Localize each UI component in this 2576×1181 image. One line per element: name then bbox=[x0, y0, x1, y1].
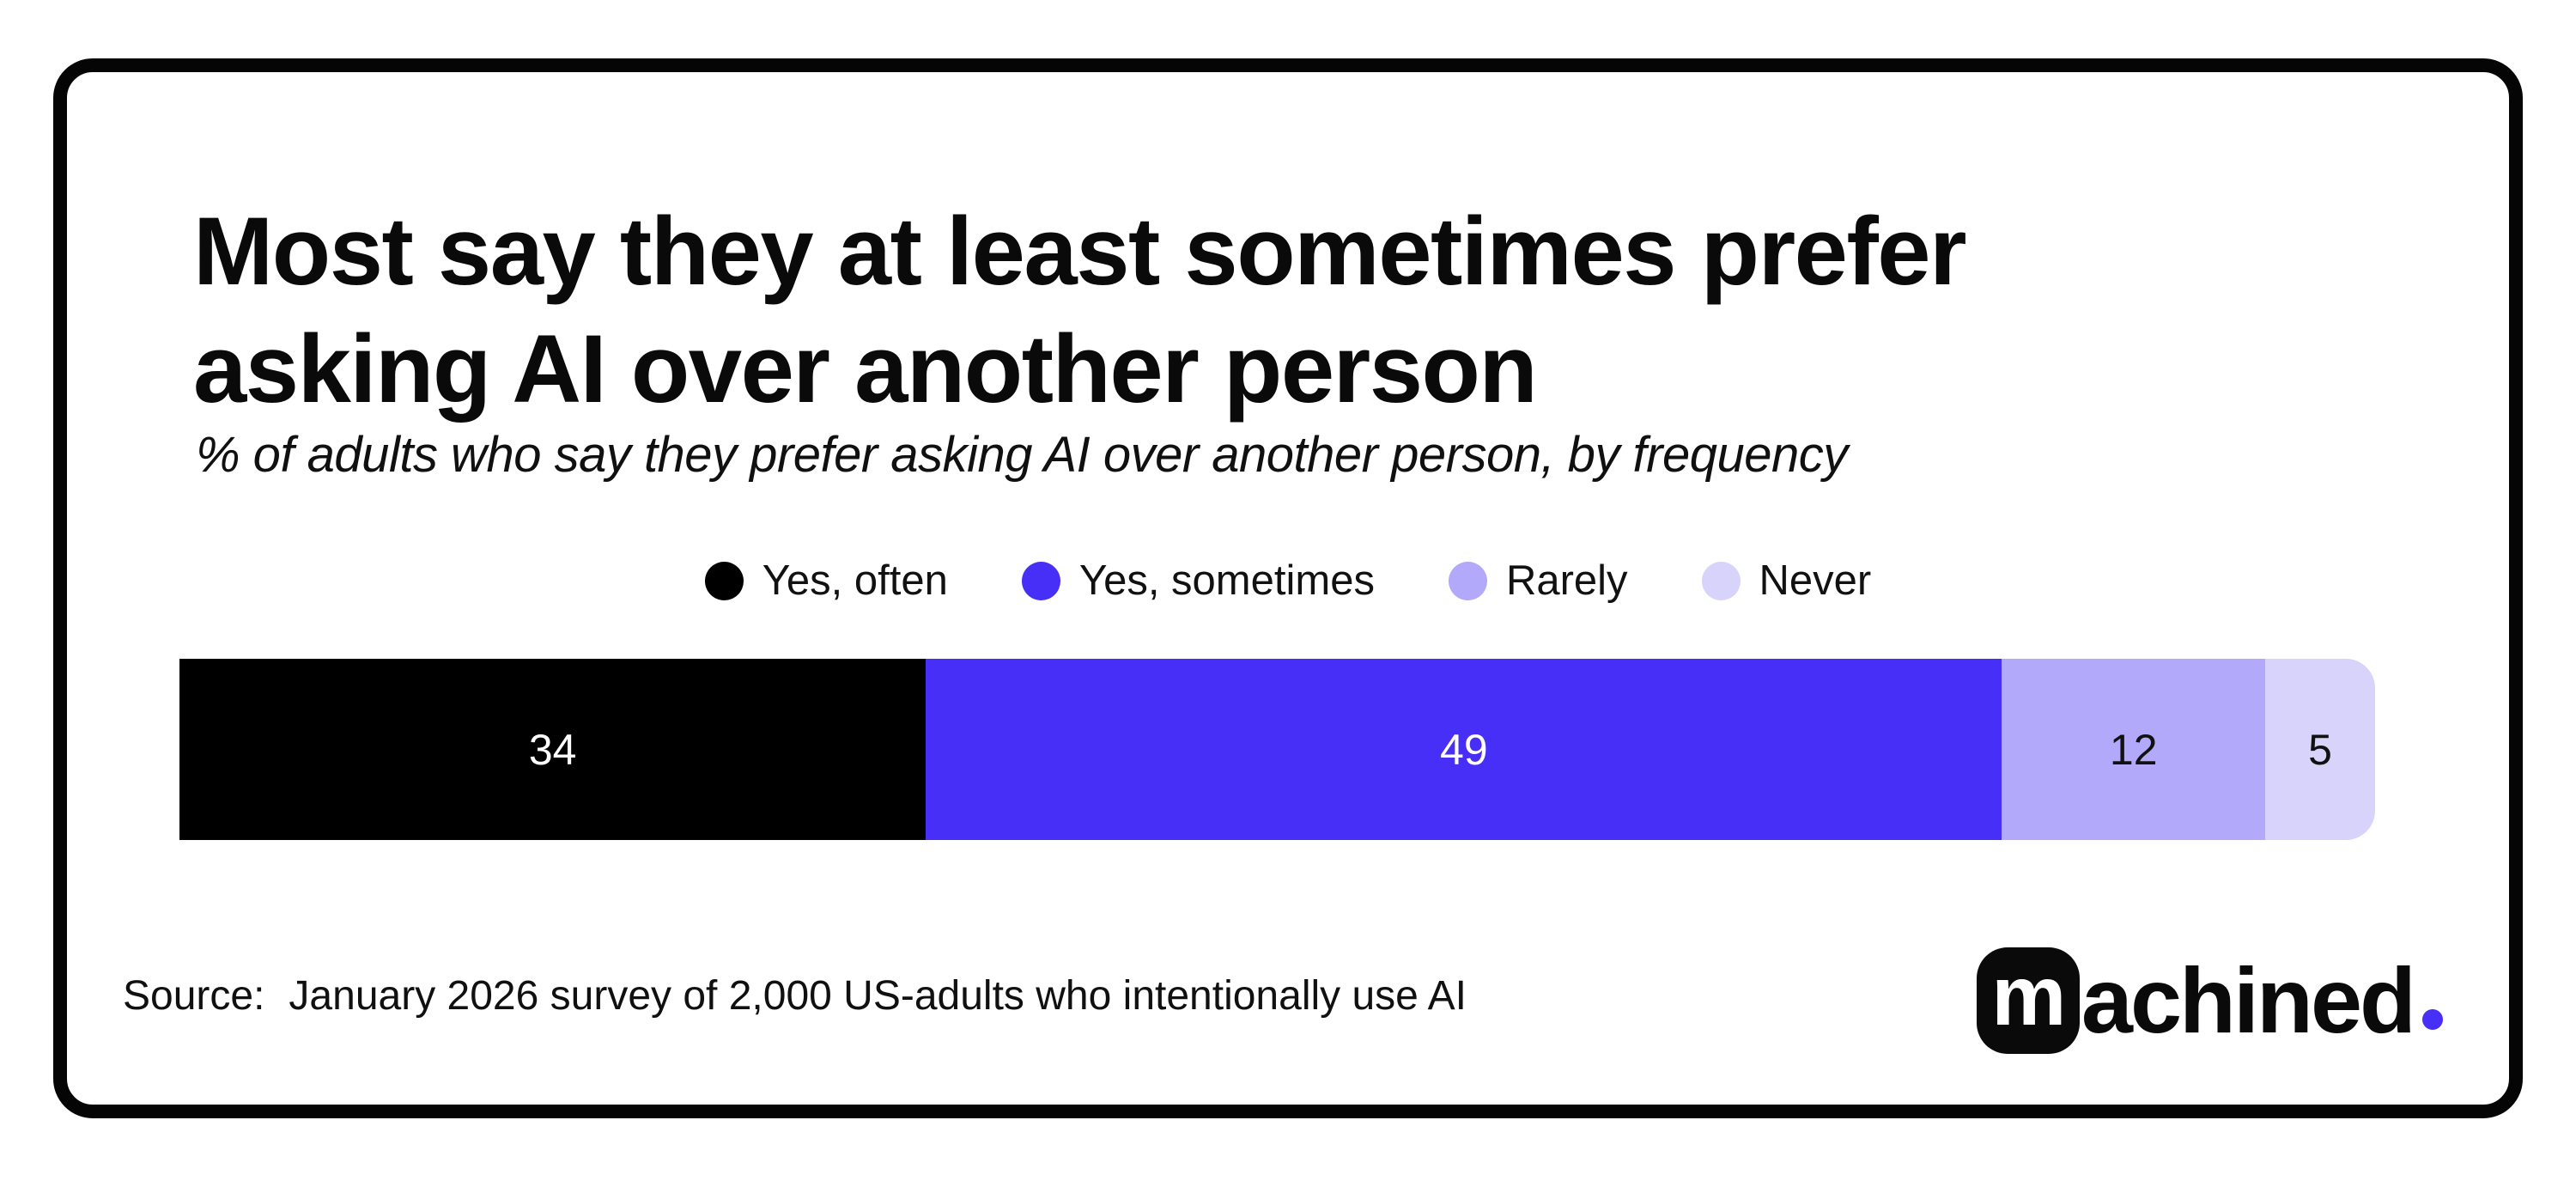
legend-swatch-icon bbox=[1021, 561, 1060, 600]
logo-wordmark: achined bbox=[2081, 948, 2416, 1052]
legend-item: Rarely bbox=[1448, 557, 1628, 605]
legend: Yes, often Yes, sometimes Rarely Never bbox=[0, 557, 2576, 605]
bar-value-label: 12 bbox=[2109, 725, 2158, 774]
card-border-frame bbox=[53, 58, 2523, 1118]
source-note: Source: January 2026 survey of 2,000 US-a… bbox=[123, 972, 1467, 1020]
bar-value-label: 5 bbox=[2308, 725, 2332, 774]
bar-value-label: 49 bbox=[1440, 725, 1488, 774]
bar-segment: 49 bbox=[926, 659, 2002, 840]
source-label: Source: bbox=[123, 973, 265, 1019]
legend-label: Yes, often bbox=[762, 557, 948, 604]
legend-label: Never bbox=[1759, 557, 1872, 604]
legend-item: Never bbox=[1701, 557, 1872, 605]
stacked-bar: 34 49 12 5 bbox=[179, 659, 2375, 840]
chart-subtitle: % of adults who say they prefer asking A… bbox=[196, 427, 1848, 483]
legend-label: Yes, sometimes bbox=[1078, 557, 1375, 604]
chart-title: Most say they at least sometimes prefer … bbox=[193, 198, 1967, 423]
source-text: January 2026 survey of 2,000 US-adults w… bbox=[289, 973, 1467, 1019]
legend-swatch-icon bbox=[1701, 561, 1741, 600]
bar-value-label: 34 bbox=[528, 725, 577, 774]
legend-label: Rarely bbox=[1505, 557, 1628, 604]
legend-item: Yes, sometimes bbox=[1021, 557, 1375, 605]
bar-segment: 12 bbox=[2002, 659, 2266, 840]
legend-swatch-icon bbox=[704, 561, 744, 600]
bar-segment: 5 bbox=[2265, 659, 2375, 840]
legend-item: Yes, often bbox=[704, 557, 948, 605]
logo-period-dot-icon bbox=[2422, 1009, 2443, 1030]
logo-m-mark-icon: m bbox=[1976, 947, 2080, 1054]
machined-logo: m achined bbox=[1976, 947, 2443, 1054]
logo-mark-letter: m bbox=[1991, 947, 2066, 1043]
legend-swatch-icon bbox=[1448, 561, 1487, 600]
bar-segment: 34 bbox=[179, 659, 927, 840]
